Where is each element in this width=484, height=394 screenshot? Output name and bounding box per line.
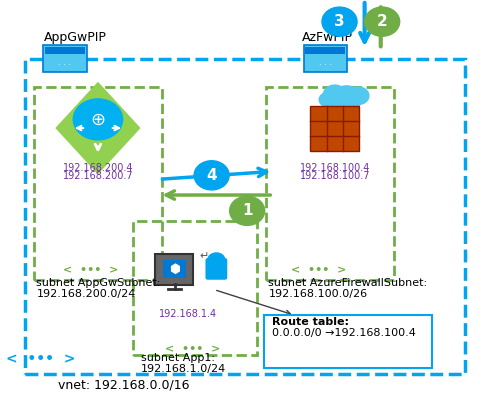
Text: <  •••  >: < ••• > [6,351,76,366]
Circle shape [194,161,229,190]
Text: ↵: ↵ [200,251,209,261]
Text: <  •••  >: < ••• > [165,344,220,354]
FancyBboxPatch shape [43,45,87,72]
Text: . . .: . . . [58,58,71,67]
Text: 1: 1 [242,203,252,218]
Text: . . .: . . . [319,58,332,67]
Text: ⊕: ⊕ [91,110,106,128]
Text: ⬢: ⬢ [169,263,180,275]
Text: 4: 4 [206,168,217,183]
Text: subnet App1:
192.168.1.0/24: subnet App1: 192.168.1.0/24 [140,353,226,374]
Circle shape [323,85,346,104]
Text: AppGwPIP: AppGwPIP [44,32,106,45]
Polygon shape [56,83,139,173]
Text: vnet: 192.168.0.0/16: vnet: 192.168.0.0/16 [58,378,189,391]
Text: subnet AzureFirewallSubnet:
192.168.100.0/26: subnet AzureFirewallSubnet: 192.168.100.… [269,278,427,299]
FancyBboxPatch shape [303,45,347,72]
Text: 2: 2 [377,14,388,29]
Text: 192.168.200.4: 192.168.200.4 [63,164,133,173]
FancyBboxPatch shape [45,47,85,54]
Circle shape [208,253,225,267]
Text: AzFwPIP: AzFwPIP [302,32,353,45]
FancyBboxPatch shape [305,47,345,54]
Text: 192.168.1.4: 192.168.1.4 [159,309,217,319]
Text: 3: 3 [334,14,345,29]
FancyBboxPatch shape [264,315,432,368]
Text: 192.168.100.4: 192.168.100.4 [300,164,370,173]
Circle shape [364,7,400,36]
Text: subnet AppGwSubnet:
192.168.200.0/24: subnet AppGwSubnet: 192.168.200.0/24 [36,278,161,299]
Circle shape [322,7,357,36]
Circle shape [319,93,336,107]
Circle shape [229,196,265,225]
Text: <  •••  >: < ••• > [290,265,346,275]
Text: <  •••  >: < ••• > [63,265,119,275]
FancyBboxPatch shape [155,254,193,285]
Circle shape [332,86,362,111]
FancyBboxPatch shape [206,258,227,280]
Circle shape [73,99,122,140]
FancyBboxPatch shape [310,106,360,151]
Text: 192.168.100.7: 192.168.100.7 [300,171,370,181]
Text: Route table:: Route table: [272,317,349,327]
Text: 0.0.0.0/0 →192.168.100.4: 0.0.0.0/0 →192.168.100.4 [272,328,416,338]
Text: 192.168.200.7: 192.168.200.7 [62,171,133,181]
FancyBboxPatch shape [163,260,185,278]
Circle shape [348,87,369,104]
